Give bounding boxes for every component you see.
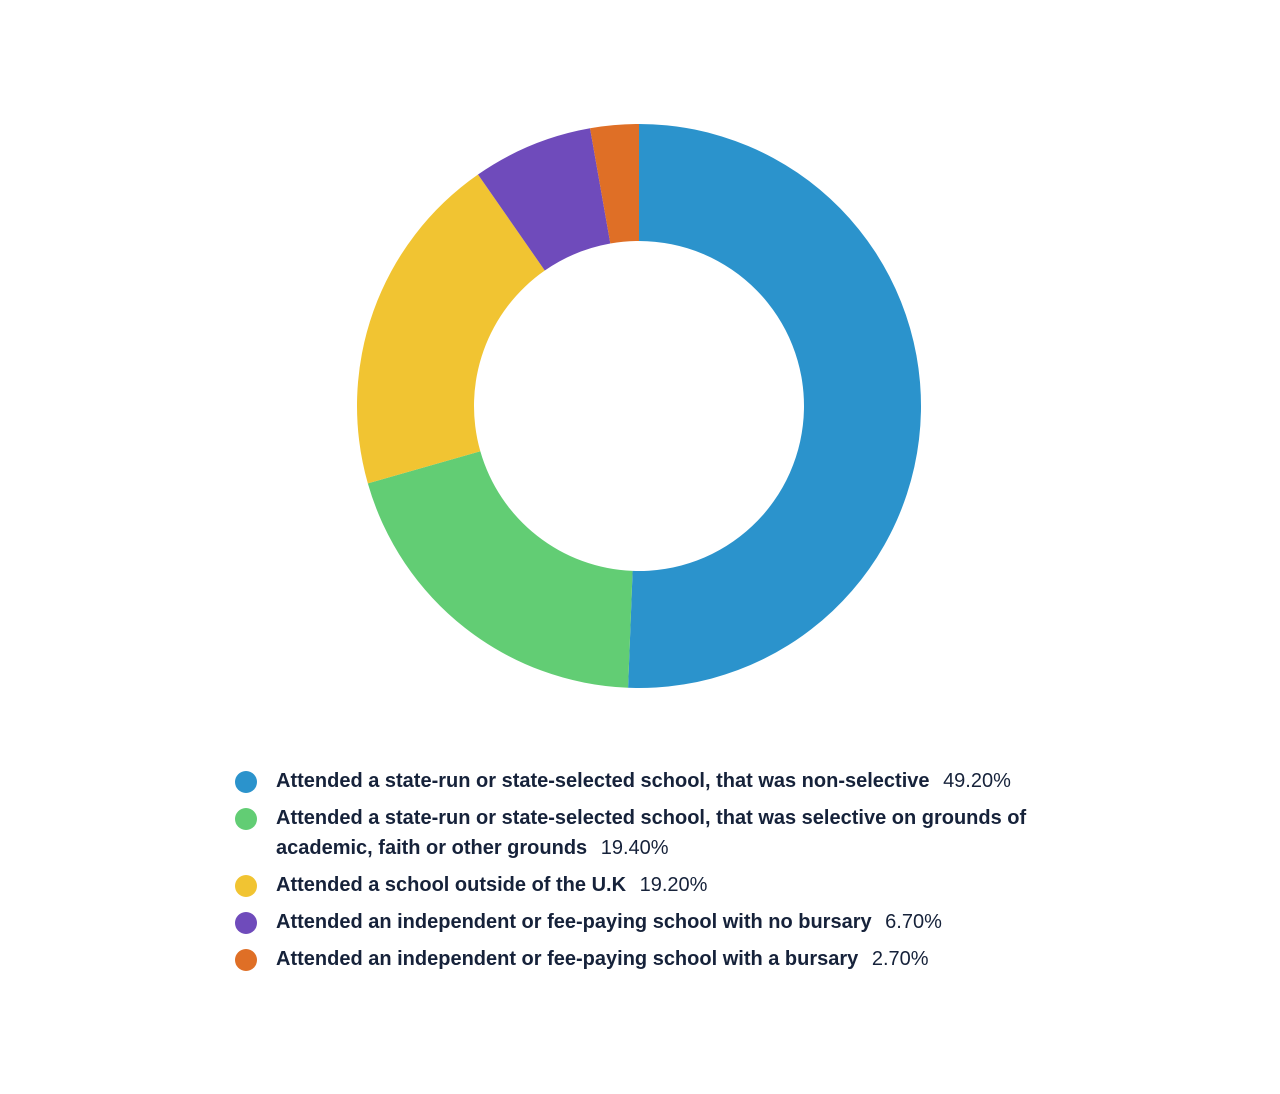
chart-legend: Attended a state-run or state-selected s…	[234, 766, 1064, 981]
donut-slice-5	[590, 124, 639, 244]
donut-slice-1	[628, 124, 922, 689]
donut-slice-2	[367, 451, 633, 688]
donut-slice-3	[356, 174, 545, 484]
legend-value: 19.20%	[639, 874, 708, 896]
legend-swatch	[235, 771, 257, 793]
legend-value: 19.40%	[600, 837, 669, 859]
legend-item: Attended a state-run or state-selected s…	[234, 766, 1064, 796]
legend-swatch	[235, 875, 257, 897]
legend-value: 6.70%	[885, 911, 942, 933]
legend-item: Attended an independent or fee-paying sc…	[234, 944, 1064, 974]
legend-swatch	[235, 912, 257, 934]
legend-label: Attended an independent or fee-paying sc…	[276, 948, 859, 970]
legend-label: Attended a state-run or state-selected s…	[276, 770, 930, 792]
legend-value: 2.70%	[871, 948, 929, 970]
legend-label: Attended a school outside of the U.K	[276, 874, 627, 896]
legend-label: Attended a state-run or state-selected s…	[276, 807, 1027, 859]
legend-swatch	[235, 949, 257, 971]
legend-item: Attended a state-run or state-selected s…	[234, 803, 1064, 863]
legend-value: 49.20%	[943, 770, 1011, 792]
legend-label: Attended an independent or fee-paying sc…	[276, 911, 872, 933]
donut-slice-4	[477, 128, 611, 271]
legend-swatch	[235, 808, 257, 830]
legend-item: Attended a school outside of the U.K 19.…	[234, 870, 1064, 900]
legend-item: Attended an independent or fee-paying sc…	[234, 907, 1064, 937]
